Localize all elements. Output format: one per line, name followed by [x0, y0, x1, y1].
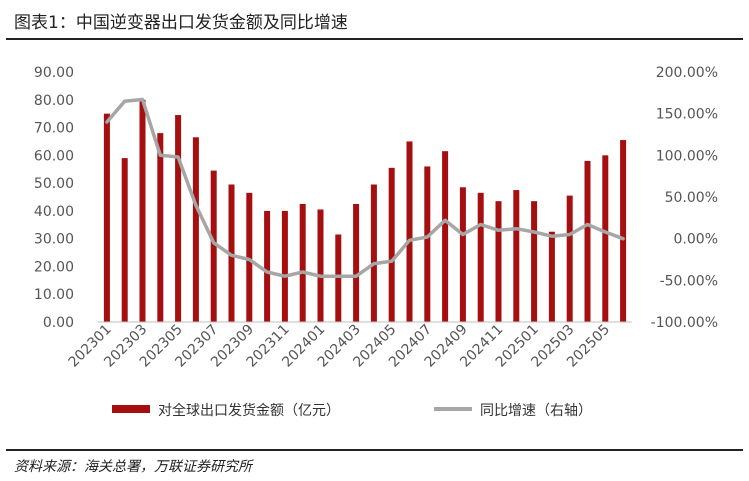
bar [210, 170, 217, 322]
right-axis-tick-label: 50.00% [665, 190, 718, 206]
bar [424, 166, 431, 322]
bar [353, 203, 360, 322]
left-axis-tick-label: 90.00 [34, 65, 74, 81]
growth-line [105, 97, 625, 278]
left-axis-tick-label: 20.00 [34, 259, 74, 275]
left-axis-tick-label: 0.00 [43, 315, 74, 331]
bar [602, 155, 609, 322]
right-axis-tick-label: 100.00% [656, 148, 718, 164]
bar [477, 192, 484, 322]
legend: 对全球出口发货金额（亿元） 同比增速（右轴） [112, 402, 592, 419]
x-axis: 2023012023032023052023072023092023112024… [66, 322, 614, 371]
legend-bar-label: 对全球出口发货金额（亿元） [158, 402, 340, 419]
bar [620, 140, 627, 322]
bar [299, 203, 306, 322]
bar [459, 187, 466, 322]
legend-line-label: 同比增速（右轴） [480, 403, 592, 419]
bar [103, 113, 110, 323]
bar [139, 99, 146, 323]
bar-series [103, 99, 627, 323]
bar [548, 231, 555, 322]
bar [566, 195, 573, 322]
right-axis-tick-label: 0.00% [674, 232, 718, 248]
bar [264, 210, 271, 322]
bar [192, 137, 199, 322]
left-axis-tick-label: 10.00 [34, 287, 74, 303]
left-axis-tick-label: 80.00 [34, 93, 74, 109]
chart-title: 图表1：中国逆变器出口发货金额及同比增速 [14, 13, 348, 33]
left-axis-tick-label: 70.00 [34, 121, 74, 137]
left-axis-tick-label: 40.00 [34, 204, 74, 220]
right-axis-tick-label: -100.00% [651, 315, 718, 331]
bar [370, 184, 377, 322]
left-axis: 0.00 10.00 20.00 30.00 40.00 50.00 60.00 70.00 8… [34, 65, 74, 331]
bar [157, 133, 164, 322]
left-axis-tick-label: 60.00 [34, 148, 74, 164]
title-rule [6, 38, 743, 40]
bar [495, 201, 502, 322]
left-axis-tick-label: 30.00 [34, 232, 74, 248]
left-axis-tick-label: 50.00 [34, 176, 74, 192]
bar [335, 234, 342, 322]
legend-bar-swatch [112, 405, 150, 413]
bar [513, 190, 520, 322]
right-axis-tick-label: -50.00% [660, 273, 718, 289]
bar [531, 201, 538, 322]
bar [406, 141, 413, 322]
bar [388, 167, 395, 322]
right-axis-tick-label: 150.00% [656, 107, 718, 123]
bar [246, 192, 253, 322]
bar [121, 158, 128, 322]
bar [442, 151, 449, 322]
bar [317, 209, 324, 322]
bar [175, 115, 182, 322]
footer-rule [6, 449, 743, 451]
right-axis-tick-label: 200.00% [656, 65, 718, 81]
bar [281, 210, 288, 322]
bar [584, 160, 591, 322]
line-series [105, 97, 625, 278]
right-axis: -100.00% -50.00% 0.00% 50.00% 100.00% 150.00%… [651, 65, 718, 331]
chart-area: 0.00 10.00 20.00 30.00 40.00 50.00 60.00 70.00 8… [34, 65, 718, 419]
source-note: 资料来源：海关总署，万联证券研究所 [14, 459, 252, 475]
